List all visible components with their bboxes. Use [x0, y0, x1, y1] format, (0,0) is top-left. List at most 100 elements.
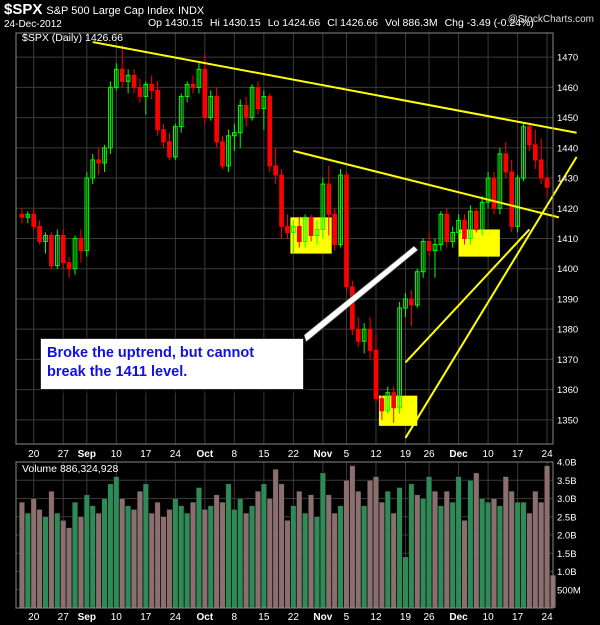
price-tick-label: 1390	[557, 294, 578, 305]
candle-body	[426, 241, 432, 252]
callout-pointer	[303, 245, 419, 343]
volume-bar	[473, 472, 480, 609]
volume-bar	[373, 476, 379, 609]
symbol: $SPX	[4, 1, 43, 18]
volume-bar	[414, 494, 421, 609]
candle-body	[385, 392, 391, 412]
candle-body	[49, 234, 54, 267]
date-tick-label: 26	[424, 612, 436, 623]
volume-bar	[89, 505, 96, 609]
volume-bar	[266, 498, 273, 609]
volume-tick-label: 2.0B	[557, 531, 577, 542]
volume-bar	[66, 527, 73, 609]
volume-bar	[83, 494, 90, 609]
price-tick-label: 1410	[557, 234, 578, 245]
volume-bar	[42, 516, 49, 609]
volume-bar	[101, 498, 108, 609]
date-tick-label: Nov	[313, 612, 332, 623]
volume-bar	[508, 491, 515, 609]
candle-body	[249, 86, 255, 119]
volume-bar	[243, 512, 250, 609]
volume-bar	[302, 512, 309, 609]
candle-body	[450, 231, 456, 243]
volume-bar	[18, 501, 25, 609]
volume-bar	[160, 516, 167, 609]
trendline	[404, 156, 578, 439]
candle-body	[243, 105, 249, 119]
price-frame	[15, 32, 554, 445]
volume-bar	[461, 520, 468, 609]
price-candles	[19, 45, 550, 423]
candle-body	[125, 74, 131, 82]
volume-bar	[249, 505, 255, 609]
candle-body	[527, 126, 532, 146]
close-value: Cl 1426.66	[327, 17, 379, 29]
candle-body	[178, 95, 184, 128]
volume-bar	[361, 505, 368, 609]
date-tick-label: 10	[111, 612, 123, 623]
volume-bar	[426, 476, 432, 609]
price-tick-label: 1400	[557, 264, 578, 275]
candle-body	[332, 213, 337, 246]
date-tick-label: 27	[58, 449, 70, 460]
volume-bar	[125, 505, 132, 609]
volume-bar	[331, 512, 338, 609]
trendline	[92, 41, 577, 134]
price-tick-label: 1360	[557, 385, 578, 396]
volume-frame	[15, 461, 554, 609]
date-tick-label: 10	[483, 612, 495, 623]
volume-bars	[18, 465, 556, 609]
date-tick-label: 20	[28, 449, 40, 460]
volume-bar	[367, 480, 373, 609]
candle-body	[397, 307, 402, 409]
volume-bar	[207, 505, 214, 609]
volume-bar	[349, 465, 356, 609]
ohlc-readout: Op 1430.15 Hi 1430.15 Lo 1424.66 Cl 1426.66…	[148, 17, 541, 29]
volume-bar	[402, 556, 409, 609]
trendline	[293, 149, 560, 219]
volume-date-axis: 20 27 Sep 10 17 24 Oct 8 15 22 Nov 5 12 19 26 Dec 10 17 24	[28, 612, 553, 623]
date-tick-label: 12	[370, 612, 382, 623]
candle-body	[544, 177, 550, 188]
volume-bar	[166, 509, 173, 609]
candle-body	[521, 126, 526, 179]
watermark: @StockCharts.com	[507, 14, 594, 25]
date-tick-label: Dec	[449, 612, 468, 623]
candle-body	[131, 74, 137, 88]
candle-body	[255, 86, 261, 110]
volume-bar	[384, 491, 391, 609]
volume-bar	[196, 487, 202, 609]
date-tick-label: Nov	[313, 449, 332, 460]
volume-bar	[532, 491, 539, 609]
candle-body	[196, 68, 202, 88]
date-tick-label: 26	[424, 449, 436, 460]
volume-bar	[30, 498, 37, 609]
candle-body	[173, 126, 178, 158]
candle-body	[403, 298, 408, 309]
volume-bar	[48, 491, 55, 609]
volume-bar	[231, 509, 238, 609]
candle-body	[296, 225, 302, 243]
candle-body	[72, 238, 78, 270]
date-tick-label: 24	[542, 612, 554, 623]
candle-body	[167, 141, 172, 158]
date-tick-label: 27	[58, 612, 70, 623]
low-value: Lo 1424.66	[267, 17, 321, 29]
candle-body	[414, 271, 420, 306]
volume-bar	[449, 501, 456, 609]
volume-bar	[390, 512, 397, 609]
candle-body	[237, 105, 243, 134]
date-tick-label: Sep	[78, 449, 96, 460]
volume-bar	[325, 494, 332, 609]
volume-bar	[54, 512, 61, 609]
candle-body	[285, 225, 290, 233]
volume-bar	[77, 516, 84, 609]
candle-body	[214, 95, 219, 143]
volume-bar	[491, 498, 497, 609]
volume-bar	[219, 501, 226, 609]
candle-body	[102, 147, 107, 164]
volume-bar	[443, 491, 450, 609]
candle-body	[232, 132, 237, 137]
candle-body	[503, 153, 509, 173]
